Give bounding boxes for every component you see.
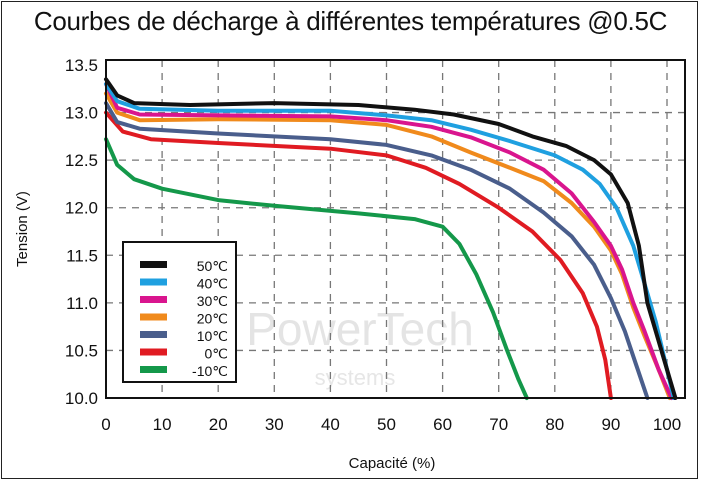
legend-swatch	[140, 313, 167, 321]
legend-swatch	[140, 261, 167, 268]
series-line	[104, 137, 529, 400]
legend-label: 10℃	[197, 328, 228, 344]
x-axis-label: Capacité (%)	[349, 455, 436, 472]
y-tick-label: 11.5	[66, 246, 98, 265]
y-tick-label: 10.0	[65, 389, 98, 408]
plot-area-border	[105, 59, 686, 399]
y-tick-label: 11.0	[66, 294, 98, 313]
legend-swatch	[140, 348, 167, 356]
x-tick-label: 90	[601, 415, 620, 434]
legend-swatch	[140, 331, 167, 338]
y-tick-label: 10.5	[65, 341, 98, 360]
y-tick-label: 13.0	[65, 104, 98, 123]
x-tick-label: 40	[321, 415, 340, 434]
series-line	[104, 82, 674, 400]
x-tick-label: 20	[209, 415, 228, 434]
x-tick-label: 10	[153, 415, 172, 434]
legend-label: 50℃	[197, 258, 228, 274]
watermark-logo: PowerTech	[246, 303, 474, 355]
legend-label: -10℃	[192, 363, 228, 379]
legend-swatch	[140, 296, 167, 303]
y-tick-label: 13.5	[65, 56, 98, 75]
x-tick-label: 70	[489, 415, 508, 434]
series-line	[104, 110, 613, 400]
x-tick-label: 50	[377, 415, 396, 434]
y-axis-label: Tension (V)	[14, 191, 31, 267]
legend: 50℃ 40℃30℃ 20℃10℃ 0℃-10℃	[122, 241, 237, 383]
legend-label: 40℃	[197, 276, 228, 292]
legend-label: 20℃	[197, 311, 228, 327]
x-tick-label: 100	[653, 415, 681, 434]
legend-label: 30℃	[197, 293, 228, 309]
x-tick-label: 80	[545, 415, 564, 434]
watermark-logo-sub: systems	[315, 365, 396, 390]
chart-title: Courbes de décharge à différentes tempér…	[33, 6, 668, 36]
legend-swatch	[140, 278, 167, 286]
x-tick-label: 60	[433, 415, 452, 434]
y-tick-label: 12.0	[65, 199, 98, 218]
legend-swatch	[140, 366, 167, 373]
x-tick-label: 0	[101, 415, 110, 434]
y-tick-label: 12.5	[65, 151, 98, 170]
series-line	[104, 77, 678, 400]
legend-label: 0℃	[204, 346, 228, 362]
x-tick-label: 30	[265, 415, 284, 434]
series-line	[104, 101, 650, 400]
